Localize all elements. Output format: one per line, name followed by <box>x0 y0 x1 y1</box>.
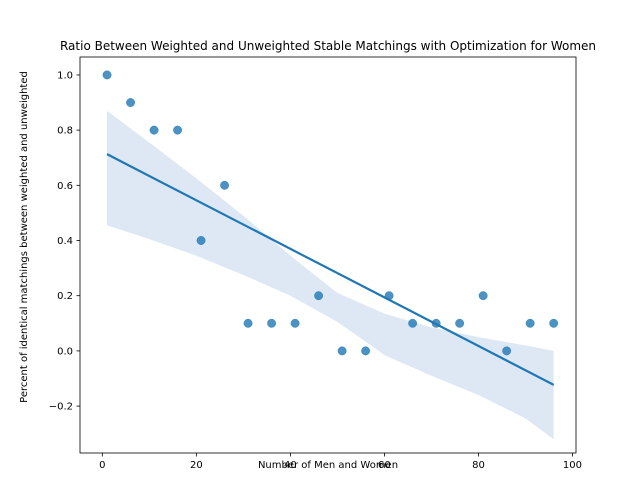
y-tick-label: −0.2 <box>49 402 73 413</box>
scatter-point <box>149 125 159 135</box>
scatter-point <box>478 291 488 301</box>
scatter-points-layer <box>102 70 559 356</box>
x-tick-label: 20 <box>190 460 203 471</box>
scatter-point <box>220 180 230 190</box>
x-axis-label: Number of Men and Women <box>258 460 398 471</box>
axes-frame <box>79 56 577 454</box>
scatter-point <box>337 346 347 356</box>
scatter-point <box>267 318 277 328</box>
scatter-point <box>126 98 135 107</box>
y-tick-label: 0.6 <box>57 181 73 192</box>
y-tick-label: 1.0 <box>57 70 73 81</box>
scatter-point <box>196 236 206 245</box>
chart-title: Ratio Between Weighted and Unweighted St… <box>60 39 596 53</box>
scatter-point <box>361 346 371 356</box>
regression-line-layer <box>106 153 555 386</box>
regression-line <box>106 153 555 386</box>
scatter-point <box>525 318 535 328</box>
y-tick-label: 0.8 <box>57 126 73 137</box>
x-tick-label: 80 <box>472 460 485 471</box>
confidence-band <box>107 110 554 440</box>
scatter-point <box>173 125 183 135</box>
confidence-band-layer <box>107 110 554 440</box>
scatter-point <box>502 346 512 356</box>
x-tick-label: 100 <box>563 460 582 471</box>
y-axis-label: Percent of identical matchings between w… <box>19 71 30 403</box>
y-tick-label: 0.0 <box>57 346 73 357</box>
scatter-point <box>384 291 394 301</box>
scatter-point <box>243 318 253 328</box>
scatter-point <box>431 318 441 328</box>
scatter-point <box>314 291 324 301</box>
y-tick-label: 0.2 <box>57 291 73 302</box>
y-tick-label: 0.4 <box>57 236 73 247</box>
scatter-point <box>549 318 559 328</box>
x-tick-label: 0 <box>99 460 105 471</box>
scatter-point <box>408 318 418 328</box>
axes: 0 20 40 60 80 100 −0.2 0.0 0.2 0.4 0.6 0.8 1.0 <box>49 56 582 471</box>
x-tick-label: 60 <box>378 460 391 471</box>
scatter-point <box>102 70 112 80</box>
scatter-point <box>455 318 465 328</box>
x-tick-label: 40 <box>284 460 297 471</box>
scatter-point <box>290 318 300 328</box>
